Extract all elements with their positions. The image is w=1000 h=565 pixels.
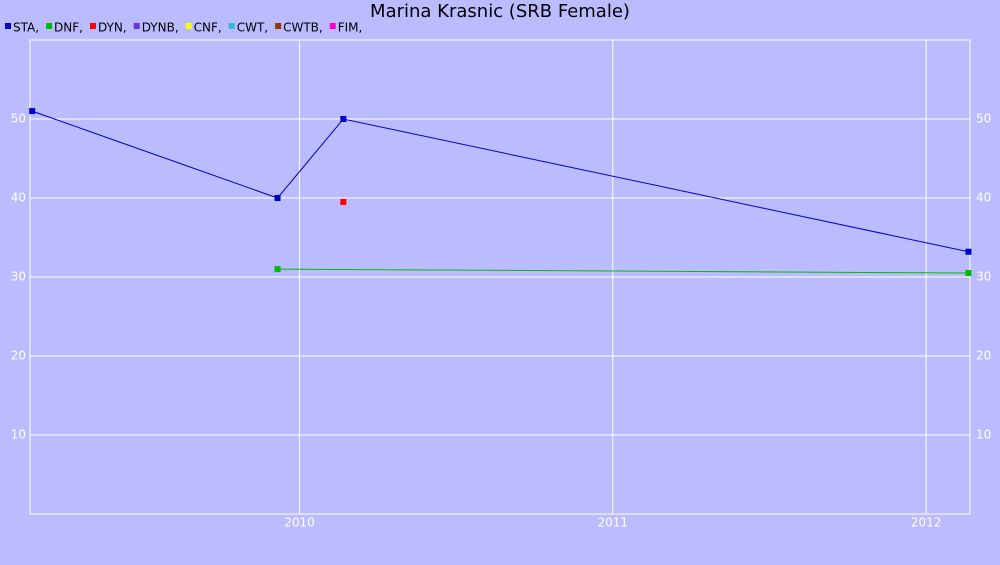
y-tick-label: 50 bbox=[11, 112, 26, 126]
legend-label: CNF, bbox=[194, 21, 222, 35]
legend-label: DNF, bbox=[54, 21, 83, 35]
legend-swatch bbox=[89, 23, 96, 29]
legend-label: DYN, bbox=[98, 21, 127, 35]
point-marker bbox=[340, 198, 347, 205]
y-tick-label: 40 bbox=[11, 191, 26, 205]
legend-label: CWT, bbox=[237, 21, 268, 35]
point-marker bbox=[965, 248, 972, 255]
legend-swatch bbox=[329, 23, 336, 29]
y-tick-label: 20 bbox=[11, 349, 26, 363]
legend-label: CWTB, bbox=[283, 21, 323, 35]
legend-label: DYNB, bbox=[142, 21, 179, 35]
x-tick-label: 2011 bbox=[598, 516, 629, 530]
y2-tick-label: 50 bbox=[976, 112, 991, 126]
legend-swatch bbox=[46, 23, 53, 29]
point-marker bbox=[340, 116, 347, 122]
point-marker bbox=[965, 270, 972, 277]
y-tick-label: 10 bbox=[11, 428, 26, 442]
legend-swatch bbox=[275, 23, 282, 29]
legend-swatch bbox=[5, 23, 11, 29]
legend-swatch bbox=[185, 23, 192, 29]
y2-tick-label: 40 bbox=[976, 191, 991, 205]
legend-label: FIM, bbox=[338, 21, 363, 35]
x-tick-label: 2010 bbox=[284, 516, 315, 530]
point-marker bbox=[29, 108, 36, 115]
legend-label: STA, bbox=[13, 21, 39, 35]
point-marker bbox=[274, 195, 281, 201]
series-line bbox=[32, 110, 969, 253]
series-line bbox=[277, 268, 969, 274]
y2-tick-label: 20 bbox=[976, 349, 991, 363]
chart-title: Marina Krasnic (SRB Female) bbox=[370, 1, 630, 22]
y2-tick-label: 30 bbox=[976, 270, 991, 284]
x-tick-label: 2012 bbox=[911, 516, 942, 530]
point-marker bbox=[274, 266, 281, 273]
y-tick-label: 30 bbox=[11, 270, 26, 284]
legend-swatch bbox=[133, 23, 140, 29]
legend-swatch bbox=[228, 23, 235, 29]
y2-tick-label: 10 bbox=[976, 428, 991, 442]
